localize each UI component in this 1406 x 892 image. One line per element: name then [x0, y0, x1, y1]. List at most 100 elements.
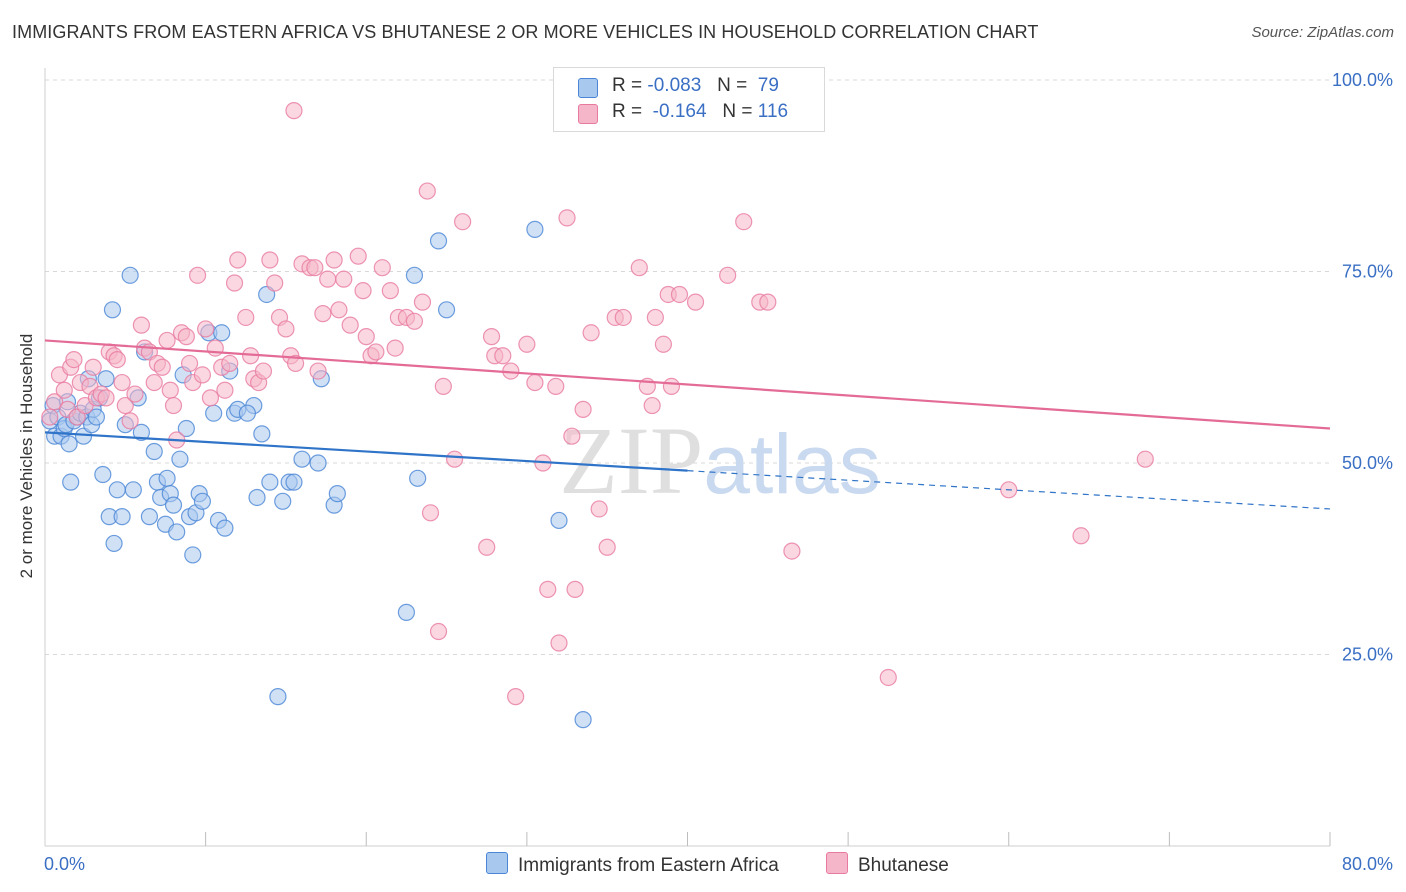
blue-point	[269, 688, 287, 706]
pink-point	[598, 538, 616, 556]
blue-point	[309, 454, 327, 472]
watermark-zip: ZIPatlas	[559, 407, 880, 514]
pink-point	[574, 400, 592, 418]
blue-point	[437, 301, 456, 319]
y-tick-label: 25.0%	[1342, 645, 1393, 665]
blue-point	[397, 603, 416, 621]
pink-point	[285, 102, 303, 120]
axis-layer	[44, 68, 1331, 847]
blue-point	[168, 523, 186, 541]
pink-point	[582, 324, 600, 342]
pink-point	[309, 362, 327, 380]
blue-point	[193, 492, 212, 510]
pink-point	[478, 538, 496, 556]
blue-point	[429, 232, 448, 250]
blue-point	[550, 511, 568, 530]
blue-point	[62, 473, 80, 491]
blue-point	[97, 370, 115, 388]
pink-point	[237, 308, 255, 327]
pink-point	[719, 266, 737, 284]
pink-point	[566, 580, 584, 598]
legend-r-value: -0.083	[647, 75, 702, 96]
blue-point	[108, 481, 126, 499]
pink-point	[325, 251, 343, 269]
blue-point	[205, 404, 223, 422]
pink-point	[735, 213, 753, 231]
pink-point	[349, 247, 367, 265]
blue-point	[105, 534, 123, 553]
pink-point	[261, 251, 279, 269]
pink-point	[330, 301, 348, 319]
pink-point	[558, 209, 576, 227]
pink-point	[197, 320, 215, 338]
blue-point	[145, 442, 163, 461]
y-tick-label: 75.0%	[1342, 262, 1393, 282]
pink-point	[405, 312, 424, 330]
source-label: Source: ZipAtlas.com	[1251, 24, 1394, 41]
blue-point	[274, 492, 292, 510]
blue-trendline-extension	[687, 470, 1331, 510]
pink-point	[229, 251, 247, 269]
pink-point	[108, 350, 126, 369]
pink-point	[277, 320, 295, 338]
blue-point	[164, 496, 183, 514]
pink-point	[1136, 450, 1154, 468]
blue-point	[171, 450, 189, 468]
y-tick-label: 100.0%	[1332, 70, 1393, 90]
legend-swatch-pink	[578, 104, 598, 124]
pink-point	[266, 274, 284, 292]
blue-point	[140, 508, 159, 526]
blue-point	[293, 450, 311, 468]
pink-point	[670, 285, 689, 304]
blue-point	[94, 465, 112, 484]
pink-point	[482, 328, 501, 346]
pink-point	[153, 358, 171, 376]
pink-point	[354, 282, 372, 300]
pink-point	[454, 213, 472, 231]
pink-point	[121, 412, 139, 430]
blue-point	[158, 469, 176, 487]
pink-point	[381, 282, 399, 300]
blue-point	[328, 485, 346, 503]
blue-point	[87, 408, 106, 426]
pink-point	[216, 381, 234, 399]
pink-point	[158, 331, 176, 350]
pink-point	[429, 622, 448, 641]
pink-point	[41, 408, 59, 426]
pink-point	[518, 335, 536, 353]
blue-point	[261, 473, 279, 491]
pink-point	[161, 381, 179, 399]
x-tick-label: 80.0%	[1342, 854, 1393, 874]
pink-point	[445, 450, 464, 468]
chart-title: IMMIGRANTS FROM EASTERN AFRICA VS BHUTAN…	[12, 22, 1039, 42]
pink-point	[373, 259, 391, 277]
bottom-legend-swatch-pink	[826, 852, 848, 874]
legend-n-label: N =	[722, 101, 753, 122]
blue-point	[121, 266, 139, 284]
pink-point	[132, 316, 150, 334]
pink-point	[614, 308, 632, 327]
blue-point	[574, 711, 592, 729]
bottom-legend-swatch-blue	[486, 852, 508, 874]
pink-point	[783, 542, 801, 560]
legend-r-value: -0.164	[652, 101, 707, 122]
bottom-legend-label-blue: Immigrants from Eastern Africa	[518, 855, 779, 876]
correlation-legend: R = -0.083 N = 79 R = -0.164 N = 116	[553, 67, 825, 132]
legend-n-value: 116	[757, 101, 789, 122]
pink-point	[46, 393, 64, 411]
pink-point	[421, 504, 440, 522]
pink-point	[434, 377, 452, 395]
pink-point	[550, 634, 568, 652]
blue-point	[213, 324, 231, 342]
legend-r-label: R =	[612, 101, 643, 122]
blue-points-layer	[41, 220, 592, 729]
legend-n-value: 79	[757, 75, 779, 96]
pink-point	[507, 688, 525, 706]
blue-point	[113, 508, 131, 526]
pink-point	[201, 389, 220, 407]
pink-point	[646, 308, 664, 327]
pink-point	[494, 347, 512, 365]
blue-point	[253, 425, 271, 443]
blue-point	[177, 419, 195, 438]
